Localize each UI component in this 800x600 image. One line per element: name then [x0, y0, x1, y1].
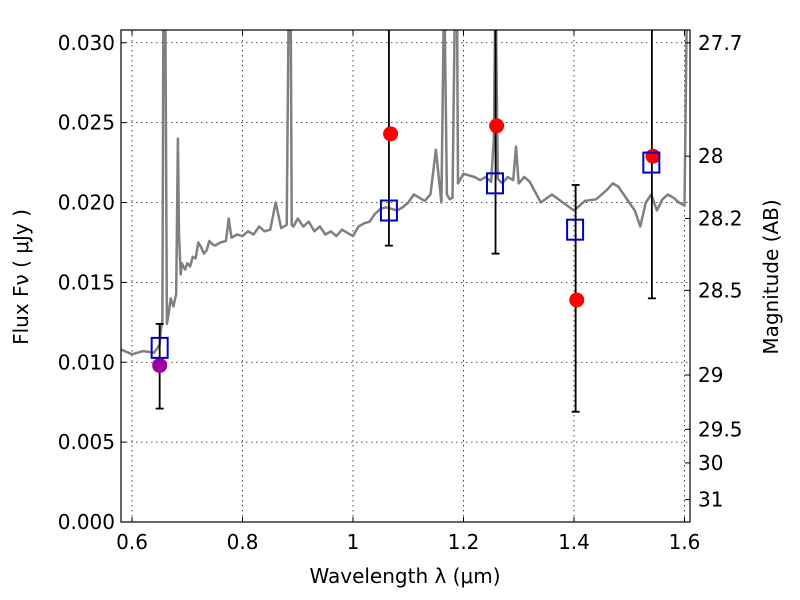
model-spectrum-line	[121, 30, 688, 356]
y-axis-label-right: Magnitude (AB)	[759, 199, 783, 354]
y-tick-label: 0.015	[58, 270, 115, 294]
mag-tick-label: 28	[698, 144, 723, 168]
axis-ticks: 0.6 0.8 1 1.2 1.4 1.6 0.000 0.005 0.010 0.015 0.02…	[58, 30, 743, 554]
y-tick-label: 0.030	[58, 31, 115, 55]
y-tick-label: 0.005	[58, 430, 115, 454]
data-point-square	[150, 336, 169, 359]
plot-area	[121, 30, 688, 413]
data-point-square	[566, 218, 585, 241]
data-point-square	[642, 151, 661, 174]
y-tick-label: 0.010	[58, 350, 115, 374]
mag-tick-label: 31	[698, 488, 723, 512]
x-tick-label: 1.4	[558, 530, 590, 554]
y-tick-label: 0.000	[58, 510, 115, 534]
x-tick-label: 0.8	[227, 530, 259, 554]
data-point-square	[379, 199, 398, 222]
mag-tick-label: 29.5	[698, 417, 743, 441]
mag-tick-label: 29	[698, 363, 723, 387]
y-tick-label: 0.020	[58, 191, 115, 215]
data-point-circle	[489, 118, 505, 134]
gridlines	[121, 30, 690, 523]
data-point-circle	[645, 148, 661, 164]
data-point-circle	[383, 126, 399, 142]
mag-tick-label: 27.7	[698, 31, 743, 55]
data-point-circle	[569, 292, 585, 308]
data-point-square	[485, 172, 504, 195]
mag-tick-label: 30	[698, 451, 723, 475]
x-axis-label: Wavelength λ (μm)	[309, 564, 500, 588]
x-tick-label: 1.2	[448, 530, 480, 554]
mag-tick-label: 28.5	[698, 278, 743, 302]
x-tick-label: 0.6	[116, 530, 148, 554]
x-tick-label: 1	[347, 530, 360, 554]
x-tick-label: 1.6	[669, 530, 701, 554]
y-tick-label: 0.025	[58, 111, 115, 135]
plot-frame	[120, 29, 691, 523]
mag-tick-label: 28.2	[698, 206, 743, 230]
data-point-circle	[152, 357, 168, 373]
y-axis-label-left: Flux Fν ( μJy )	[9, 209, 33, 345]
